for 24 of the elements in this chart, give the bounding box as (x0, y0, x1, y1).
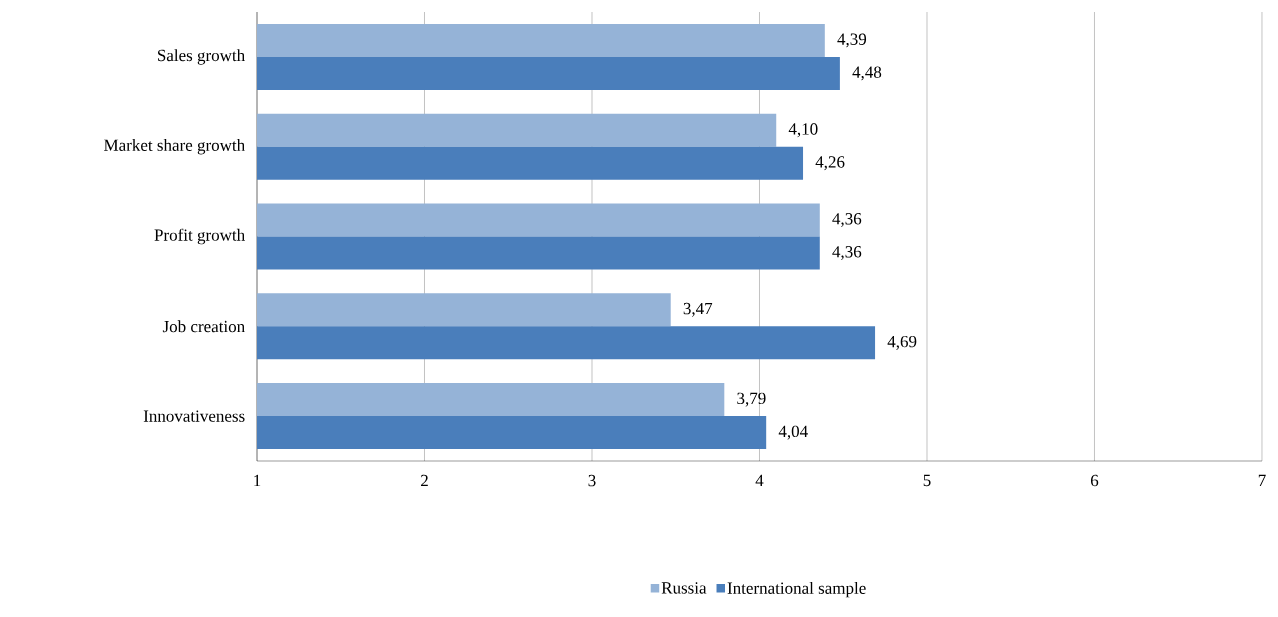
data-label: 4,10 (788, 123, 818, 138)
y-tick-label: Innovativeness (143, 410, 245, 422)
x-tick-label: 5 (923, 474, 931, 487)
y-tick-label: Sales growth (158, 49, 245, 65)
x-tick-label: 2 (421, 474, 428, 487)
data-label: 4,39 (837, 33, 867, 48)
data-label: 4,36 (832, 246, 862, 260)
y-tick-label: Job creation (162, 320, 245, 333)
x-tick-label: 6 (1090, 474, 1099, 487)
legend-label: International sample (727, 581, 866, 598)
x-tick-label: 7 (1258, 474, 1266, 486)
data-label: 3,79 (737, 392, 766, 407)
x-tick-label: 1 (254, 474, 261, 487)
x-tick-label: 3 (588, 474, 596, 487)
data-label: 4,04 (778, 425, 808, 440)
legend-label: Russia (661, 582, 707, 594)
data-label: 4,26 (815, 156, 845, 171)
x-tick-label: 4 (755, 474, 764, 487)
data-label: 4,36 (832, 213, 862, 227)
y-tick-label: Profit growth (154, 228, 245, 245)
data-label: 3,47 (683, 302, 713, 317)
data-label: 4,69 (887, 335, 917, 350)
y-tick-label: Market share growth (104, 138, 245, 155)
data-label: 4,48 (852, 66, 882, 81)
